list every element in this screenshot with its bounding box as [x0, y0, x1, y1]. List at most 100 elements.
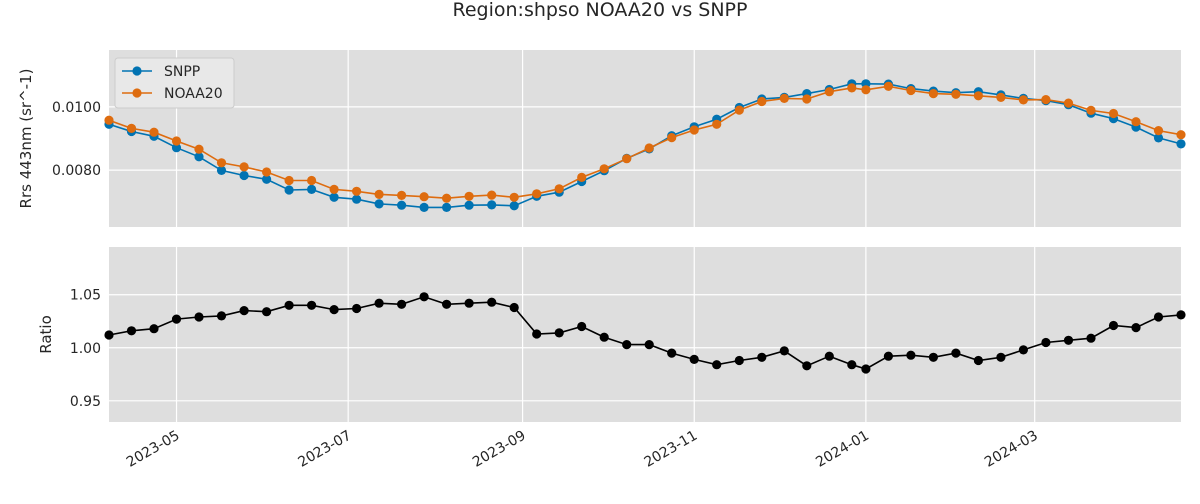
data-point — [973, 91, 984, 101]
data-point — [216, 311, 227, 321]
data-point — [171, 136, 182, 146]
legend-label: NOAA20 — [164, 86, 223, 102]
data-point — [1131, 117, 1141, 127]
data-point — [397, 299, 407, 309]
data-point — [171, 143, 182, 153]
x-tick-label: 2024-03 — [982, 428, 1041, 471]
data-point — [374, 189, 384, 199]
plot-background — [109, 50, 1181, 227]
data-point — [824, 87, 834, 97]
y-axis-label: Ratio — [37, 315, 55, 354]
data-point — [1041, 337, 1051, 348]
data-point — [861, 364, 871, 374]
data-point — [554, 184, 564, 194]
data-point — [329, 305, 339, 315]
data-point — [104, 115, 114, 125]
data-point — [779, 346, 789, 356]
data-point — [487, 297, 497, 307]
data-point — [329, 184, 339, 194]
data-point — [509, 302, 519, 313]
data-point — [126, 326, 137, 336]
data-point — [419, 202, 429, 212]
legend-marker — [132, 88, 142, 98]
data-point — [906, 350, 916, 360]
data-point — [262, 167, 272, 177]
data-point — [352, 186, 362, 196]
data-point — [149, 127, 159, 137]
data-point — [1131, 323, 1141, 333]
x-axis: 2023-05 2023-07 2023-09 2023-11 2024-01 2024-… — [124, 428, 1041, 471]
data-point — [284, 175, 294, 186]
data-point — [194, 144, 204, 154]
data-point — [883, 351, 894, 361]
data-point — [1018, 95, 1028, 105]
data-point — [689, 125, 699, 135]
y-tick-label: 0.0100 — [52, 100, 101, 116]
data-point — [352, 303, 362, 314]
data-point — [307, 175, 317, 186]
data-point — [996, 352, 1006, 362]
data-point — [951, 348, 961, 358]
data-point — [104, 330, 114, 340]
data-point — [532, 329, 542, 339]
data-point — [532, 189, 542, 199]
x-tick-label: 2024-01 — [813, 428, 872, 471]
data-point — [757, 96, 767, 107]
data-point — [1041, 95, 1051, 105]
data-point — [906, 85, 916, 96]
data-point — [802, 361, 812, 371]
data-point — [374, 298, 384, 308]
data-point — [861, 85, 871, 95]
data-point — [928, 352, 939, 362]
plot-background — [109, 247, 1181, 422]
bottom-panel: 0.95 1.00 1.05 Ratio — [37, 247, 1186, 422]
data-point — [397, 200, 407, 210]
data-point — [1086, 105, 1096, 115]
data-point — [622, 154, 632, 164]
legend-marker — [132, 66, 142, 76]
y-tick-label: 0.0080 — [52, 163, 101, 179]
data-point — [1153, 126, 1164, 136]
data-point — [757, 352, 767, 362]
data-point — [667, 348, 677, 358]
data-point — [149, 324, 159, 334]
data-point — [262, 174, 272, 184]
data-point — [442, 202, 452, 212]
y-tick-label: 1.05 — [70, 288, 101, 304]
data-point — [509, 192, 519, 202]
data-point — [1063, 98, 1074, 108]
data-point — [734, 105, 744, 115]
data-point — [239, 170, 249, 181]
top-panel: 0.0080 0.0100 Rrs 443nm (sr^-1) SNPP NOAA20 — [17, 50, 1186, 227]
data-point — [599, 164, 609, 174]
data-point — [194, 152, 204, 162]
data-point — [712, 360, 722, 370]
x-tick-label: 2023-09 — [470, 428, 529, 471]
legend-label: SNPP — [164, 64, 200, 80]
data-point — [329, 192, 339, 202]
y-tick-label: 0.95 — [70, 394, 101, 410]
data-point — [442, 299, 452, 309]
data-point — [1018, 345, 1028, 355]
data-point — [1063, 335, 1074, 345]
data-point — [307, 300, 317, 310]
x-tick-label: 2023-05 — [124, 428, 183, 471]
data-point — [599, 332, 609, 342]
data-point — [712, 119, 722, 129]
x-tick-label: 2023-07 — [295, 428, 354, 471]
data-point — [996, 92, 1006, 102]
data-point — [464, 298, 474, 308]
data-point — [284, 300, 294, 310]
data-point — [171, 314, 182, 324]
data-point — [397, 190, 407, 200]
data-point — [307, 184, 317, 194]
data-point — [1108, 108, 1119, 119]
x-tick-label: 2023-11 — [642, 428, 701, 471]
data-point — [464, 200, 474, 210]
data-point — [1153, 133, 1164, 143]
data-point — [644, 340, 654, 350]
data-point — [419, 192, 429, 202]
data-point — [667, 133, 677, 143]
data-point — [352, 194, 362, 204]
